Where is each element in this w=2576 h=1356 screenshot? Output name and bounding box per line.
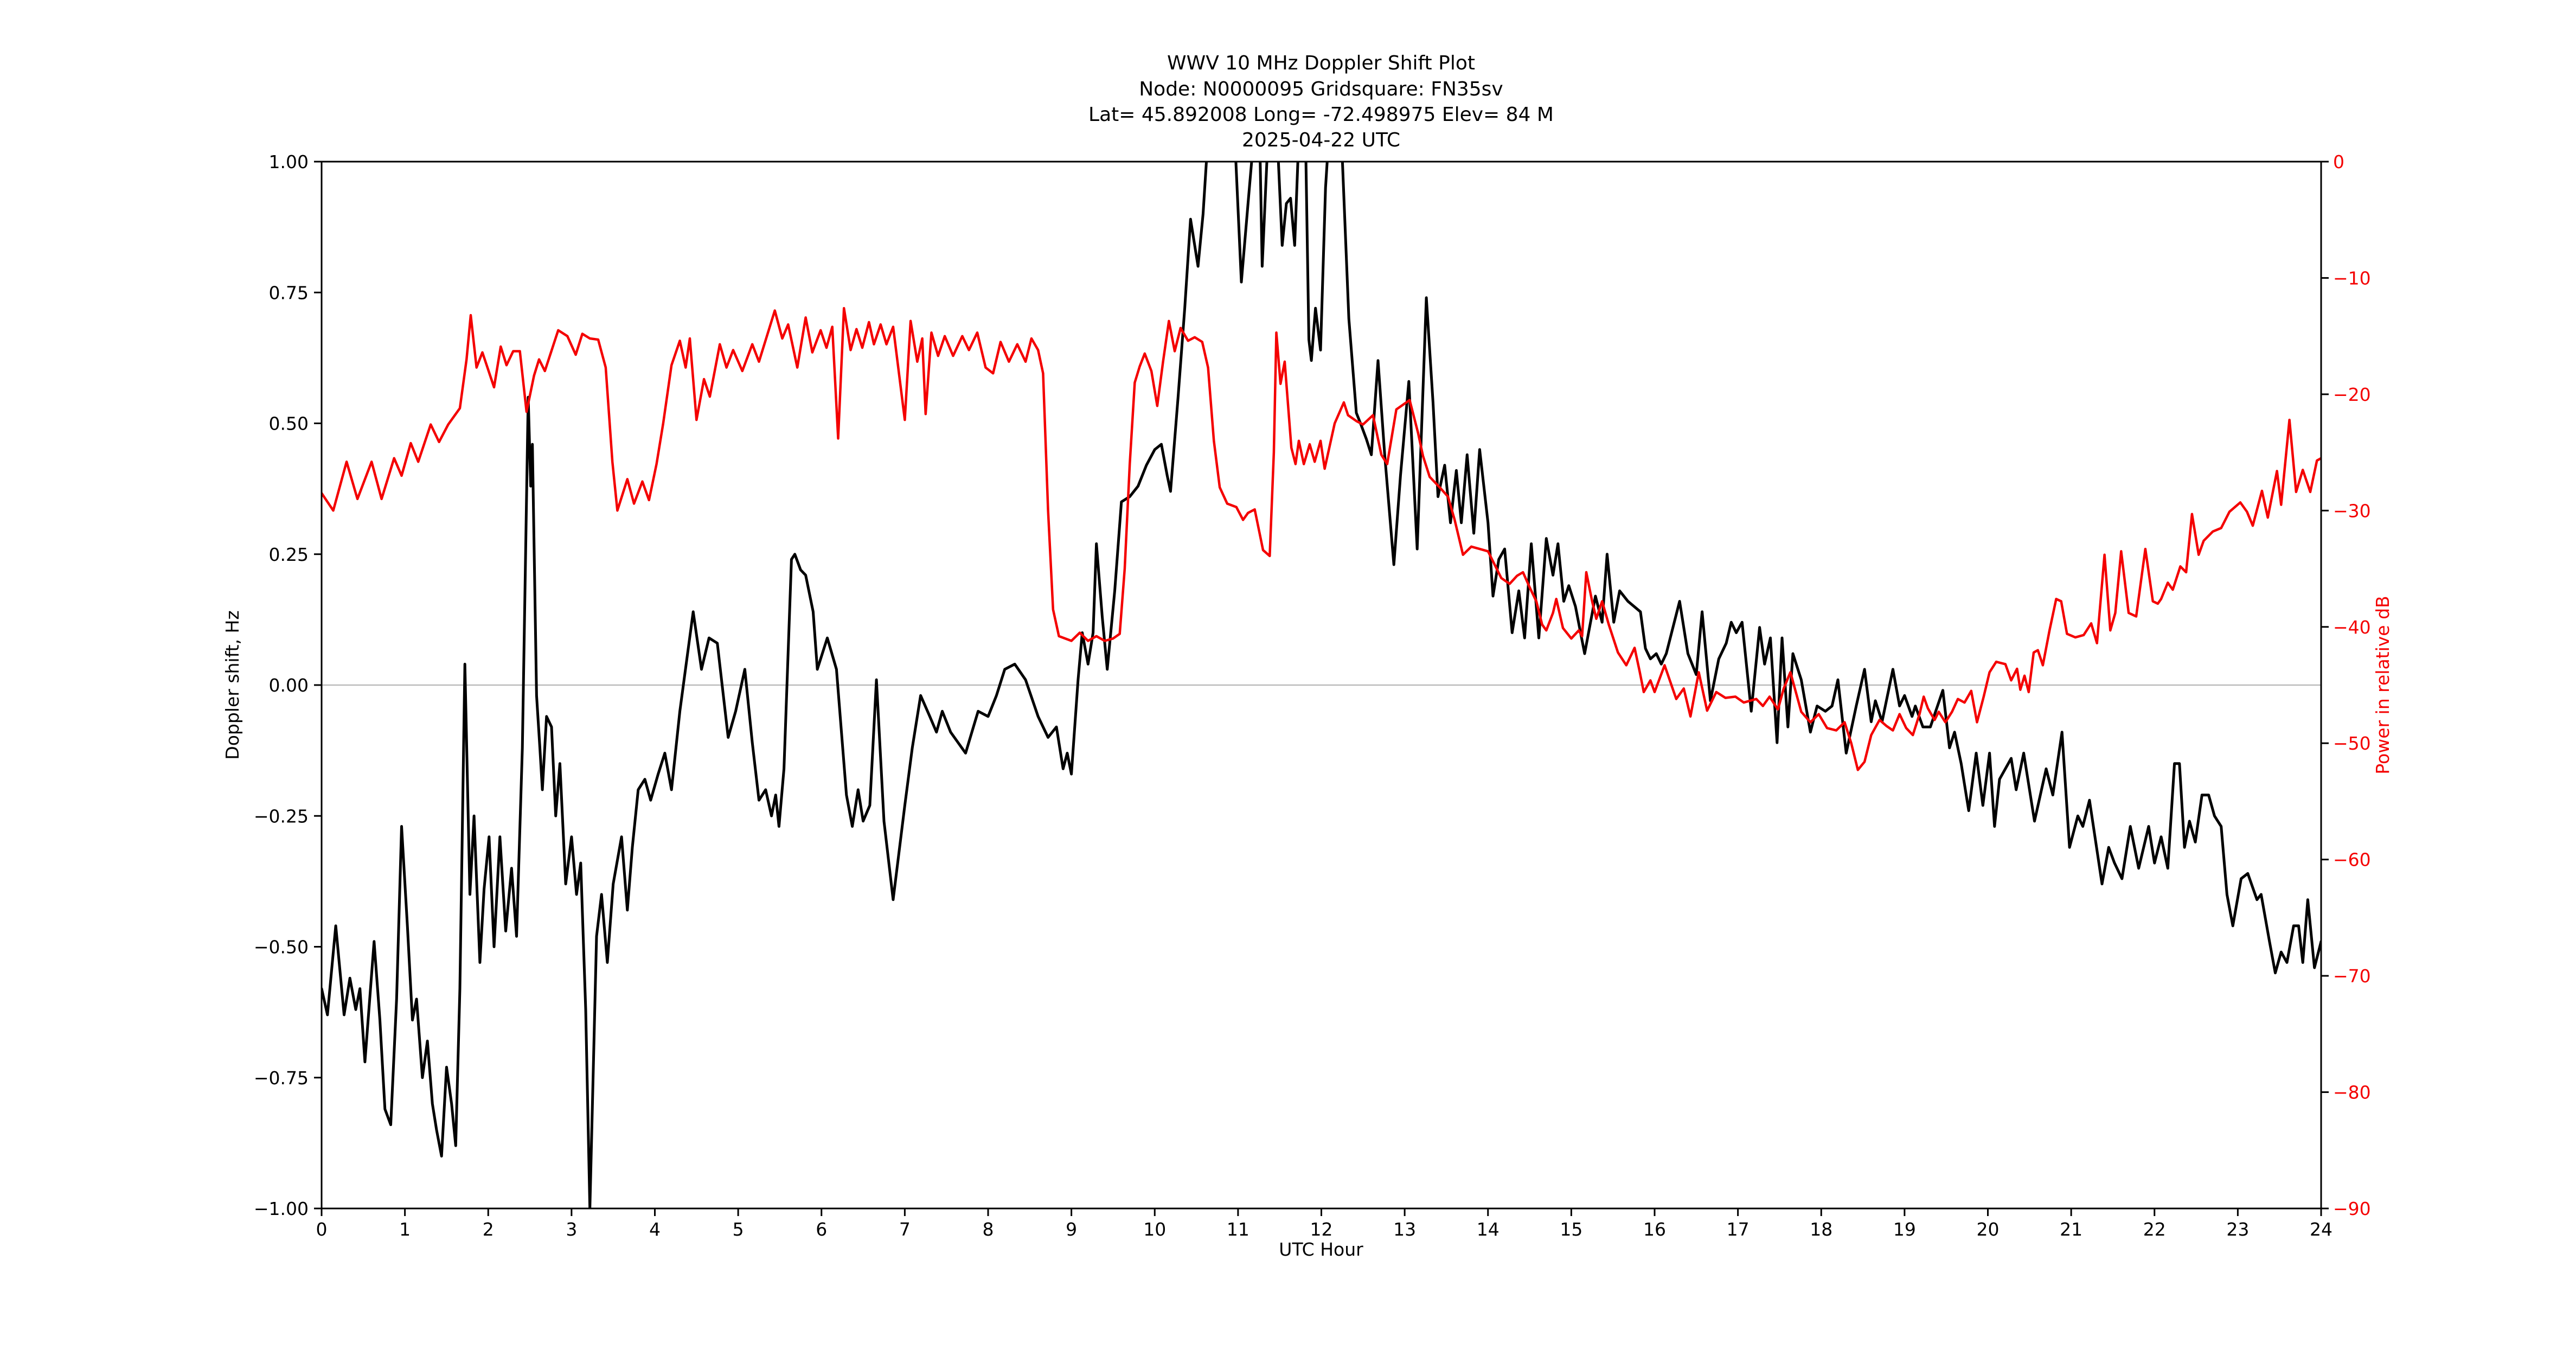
x-axis-label: UTC Hour: [1279, 1239, 1363, 1260]
right-tick-label: −30: [2333, 500, 2371, 521]
x-tick-label: 8: [983, 1219, 994, 1240]
left-tick-label: 0.25: [269, 544, 309, 565]
left-tick-label: −0.25: [254, 805, 309, 827]
left-axis-label: Doppler shift, Hz: [222, 610, 243, 759]
chart-title: WWV 10 MHz Doppler Shift Plot: [1167, 52, 1475, 74]
right-axis-label: Power in relative dB: [2372, 596, 2393, 774]
x-tick-label: 17: [1727, 1219, 1750, 1240]
x-tick-label: 2: [483, 1219, 494, 1240]
right-tick-label: 0: [2333, 151, 2344, 172]
right-tick-label: −60: [2333, 849, 2371, 871]
left-tick-label: −0.75: [254, 1067, 309, 1089]
x-tick-label: 18: [1810, 1219, 1832, 1240]
left-tick-label: 0.75: [269, 282, 309, 303]
x-tick-label: 3: [566, 1219, 577, 1240]
x-tick-label: 5: [733, 1219, 744, 1240]
right-tick-label: −90: [2333, 1198, 2371, 1219]
x-tick-label: 21: [2060, 1219, 2082, 1240]
x-tick-label: 23: [2226, 1219, 2249, 1240]
x-tick-label: 22: [2143, 1219, 2166, 1240]
x-tick-label: 20: [1977, 1219, 2000, 1240]
power_relative_db-line: [322, 306, 2321, 771]
x-tick-label: 24: [2310, 1219, 2333, 1240]
right-tick-label: −70: [2333, 965, 2371, 987]
right-tick-label: −80: [2333, 1082, 2371, 1103]
right-tick-label: −10: [2333, 267, 2371, 289]
x-axis-ticks: 0 1 2 3 4 5 6 7 8 9 10 11 12 13 14 15 16 17 18 19 20 21 22 23 24: [316, 1208, 2333, 1240]
x-tick-label: 9: [1066, 1219, 1077, 1240]
x-tick-label: 19: [1893, 1219, 1916, 1240]
x-tick-label: 16: [1643, 1219, 1666, 1240]
doppler_shift_hz-line: [322, 162, 2321, 1208]
x-tick-label: 14: [1477, 1219, 1500, 1240]
x-tick-label: 6: [816, 1219, 827, 1240]
left-tick-label: −0.50: [254, 937, 309, 958]
chart-subtitle-lat-long-elev: Lat= 45.892008 Long= -72.498975 Elev= 84…: [1088, 104, 1554, 126]
right-tick-label: −50: [2333, 733, 2371, 754]
right-tick-label: −40: [2333, 617, 2371, 638]
x-tick-label: 7: [899, 1219, 911, 1240]
left-axis-ticks: 1.00 0.75 0.50 0.25 0.00 −0.25 −0.50 −0.75 −1.00: [254, 151, 322, 1219]
data-series: [322, 162, 2321, 1208]
x-tick-label: 12: [1310, 1219, 1333, 1240]
left-tick-label: −1.00: [254, 1198, 309, 1219]
x-tick-label: 1: [399, 1219, 411, 1240]
x-tick-label: 11: [1227, 1219, 1249, 1240]
right-tick-label: −20: [2333, 384, 2371, 405]
left-tick-label: 1.00: [269, 151, 309, 172]
x-tick-label: 10: [1143, 1219, 1166, 1240]
left-tick-label: 0.50: [269, 413, 309, 434]
x-tick-label: 13: [1393, 1219, 1416, 1240]
right-axis-ticks: 0 −10 −20 −30 −40 −50 −60 −70 −80 −90: [2321, 151, 2371, 1219]
x-tick-label: 15: [1560, 1219, 1582, 1240]
left-tick-label: 0.00: [269, 675, 309, 696]
x-tick-label: 0: [316, 1219, 328, 1240]
x-tick-label: 4: [649, 1219, 661, 1240]
chart-title-block: WWV 10 MHz Doppler Shift Plot Node: N000…: [1088, 52, 1554, 151]
chart-subtitle-date: 2025-04-22 UTC: [1242, 129, 1400, 151]
chart-subtitle-node-gridsquare: Node: N0000095 Gridsquare: FN35sv: [1139, 78, 1503, 100]
